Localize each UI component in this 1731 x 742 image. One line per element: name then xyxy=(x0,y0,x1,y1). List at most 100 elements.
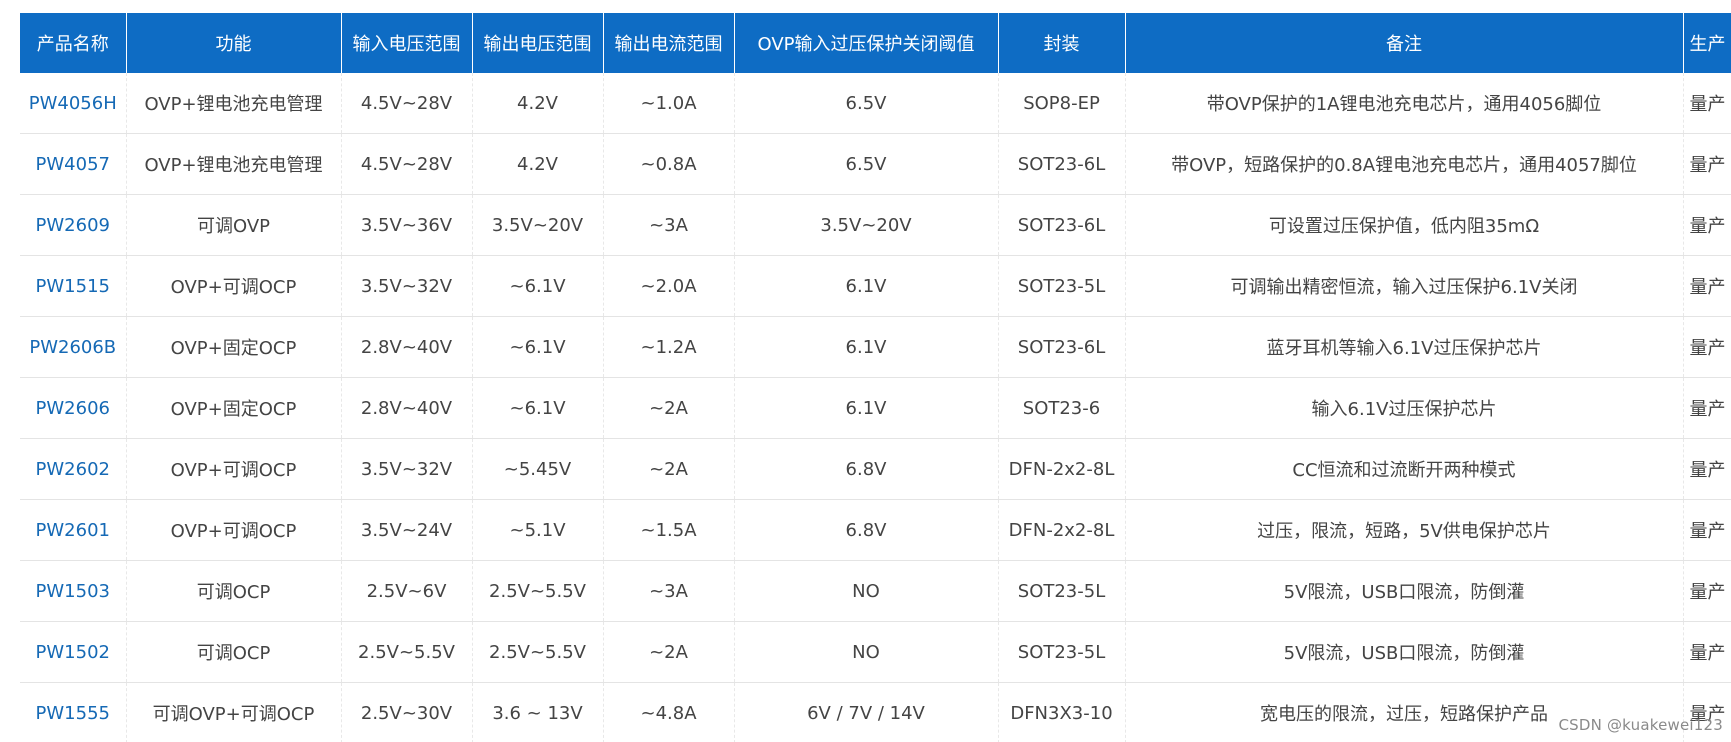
input-voltage-cell: 2.8V~40V xyxy=(340,377,472,439)
production-status-cell: 量产 xyxy=(1682,438,1731,500)
header-output-current: 输出电流范围 xyxy=(602,13,734,73)
function-cell: 可调OVP xyxy=(125,194,341,256)
package-cell: SOT23-6L xyxy=(997,194,1125,256)
remarks-cell: 带OVP，短路保护的0.8A锂电池充电芯片，通用4057脚位 xyxy=(1124,133,1683,195)
package-cell: DFN-2x2-8L xyxy=(997,499,1125,561)
output-voltage-cell: 4.2V xyxy=(471,73,603,134)
table-row: PW2601 OVP+可调OCP 3.5V~24V ~5.1V ~1.5A 6.8V DFN… xyxy=(20,499,1731,561)
function-cell: 可调OCP xyxy=(125,560,341,622)
product-name-link[interactable]: PW1503 xyxy=(35,580,110,602)
table-row: PW4057 OVP+锂电池充电管理 4.5V~28V 4.2V ~0.8A 6.5V SO… xyxy=(20,133,1731,195)
input-voltage-cell: 3.5V~36V xyxy=(340,194,472,256)
output-current-cell: ~2A xyxy=(602,377,734,439)
function-cell: OVP+固定OCP xyxy=(125,316,341,378)
table-row: PW2606B OVP+固定OCP 2.8V~40V ~6.1V ~1.2A 6.1V SO… xyxy=(20,316,1731,378)
output-current-cell: ~2A xyxy=(602,621,734,683)
product-name-link[interactable]: PW1515 xyxy=(35,275,110,297)
function-cell: OVP+可调OCP xyxy=(125,438,341,500)
header-package: 封装 xyxy=(997,13,1125,73)
product-name-cell: PW2606B xyxy=(20,316,126,378)
function-cell: OVP+锂电池充电管理 xyxy=(125,133,341,195)
product-name-cell: PW1503 xyxy=(20,560,126,622)
production-status-cell: 量产 xyxy=(1682,255,1731,317)
input-voltage-cell: 4.5V~28V xyxy=(340,73,472,134)
header-function: 功能 xyxy=(125,13,341,73)
ovp-threshold-cell: 6.1V xyxy=(733,377,998,439)
product-name-link[interactable]: PW4057 xyxy=(35,153,110,175)
product-name-cell: PW2602 xyxy=(20,438,126,500)
product-name-link[interactable]: PW2606 xyxy=(35,397,110,419)
package-cell: SOT23-5L xyxy=(997,560,1125,622)
output-current-cell: ~2A xyxy=(602,438,734,500)
ovp-threshold-cell: NO xyxy=(733,560,998,622)
ovp-threshold-cell: 3.5V~20V xyxy=(733,194,998,256)
input-voltage-cell: 4.5V~28V xyxy=(340,133,472,195)
product-name-link[interactable]: PW2606B xyxy=(29,336,117,358)
remarks-cell: 可调输出精密恒流，输入过压保护6.1V关闭 xyxy=(1124,255,1683,317)
remarks-cell: 宽电压的限流，过压，短路保护产品 xyxy=(1124,682,1683,742)
production-status-cell: 量产 xyxy=(1682,682,1731,742)
product-spec-table: 产品名称 功能 输入电压范围 输出电压范围 输出电流范围 OVP输入过压保护关闭阈值 封装备… xyxy=(20,13,1731,742)
header-input-voltage: 输入电压范围 xyxy=(340,13,472,73)
header-output-voltage: 输出电压范围 xyxy=(471,13,603,73)
function-cell: 可调OVP+可调OCP xyxy=(125,682,341,742)
remarks-cell: 可设置过压保护值，低内阻35mΩ xyxy=(1124,194,1683,256)
product-name-cell: PW1555 xyxy=(20,682,126,742)
output-current-cell: ~3A xyxy=(602,194,734,256)
production-status-cell: 量产 xyxy=(1682,194,1731,256)
ovp-threshold-cell: 6.5V xyxy=(733,133,998,195)
package-cell: SOT23-5L xyxy=(997,255,1125,317)
output-voltage-cell: ~6.1V xyxy=(471,255,603,317)
table-row: PW1515 OVP+可调OCP 3.5V~32V ~6.1V ~2.0A 6.1V SOT… xyxy=(20,255,1731,317)
product-name-link[interactable]: PW2601 xyxy=(35,519,110,541)
remarks-cell: 5V限流，USB口限流，防倒灌 xyxy=(1124,621,1683,683)
package-cell: SOT23-6 xyxy=(997,377,1125,439)
product-name-cell: PW4056H xyxy=(20,73,126,134)
product-name-link[interactable]: PW4056H xyxy=(28,92,117,114)
package-cell: SOT23-5L xyxy=(997,621,1125,683)
production-status-cell: 量产 xyxy=(1682,133,1731,195)
input-voltage-cell: 3.5V~24V xyxy=(340,499,472,561)
output-current-cell: ~4.8A xyxy=(602,682,734,742)
input-voltage-cell: 2.8V~40V xyxy=(340,316,472,378)
production-status-cell: 量产 xyxy=(1682,499,1731,561)
ovp-threshold-cell: 6V / 7V / 14V xyxy=(733,682,998,742)
output-current-cell: ~2.0A xyxy=(602,255,734,317)
ovp-threshold-cell: 6.5V xyxy=(733,73,998,134)
output-voltage-cell: 3.6 ~ 13V xyxy=(471,682,603,742)
output-current-cell: ~0.8A xyxy=(602,133,734,195)
function-cell: OVP+可调OCP xyxy=(125,499,341,561)
ovp-threshold-cell: 6.8V xyxy=(733,499,998,561)
product-name-cell: PW4057 xyxy=(20,133,126,195)
product-name-link[interactable]: PW1555 xyxy=(35,702,110,724)
output-current-cell: ~1.2A xyxy=(602,316,734,378)
function-cell: OVP+锂电池充电管理 xyxy=(125,73,341,134)
product-name-link[interactable]: PW2609 xyxy=(35,214,110,236)
header-production: 生产 xyxy=(1682,13,1731,73)
header-row: 产品名称 功能 输入电压范围 输出电压范围 输出电流范围 OVP输入过压保护关闭阈值 封装备… xyxy=(20,13,1731,73)
header-remarks: 备注 xyxy=(1124,13,1683,73)
table-row: PW2606 OVP+固定OCP 2.8V~40V ~6.1V ~2A 6.1V SOT23… xyxy=(20,377,1731,439)
product-name-link[interactable]: PW1502 xyxy=(35,641,110,663)
production-status-cell: 量产 xyxy=(1682,316,1731,378)
product-name-cell: PW1502 xyxy=(20,621,126,683)
product-name-link[interactable]: PW2602 xyxy=(35,458,110,480)
remarks-cell: 5V限流，USB口限流，防倒灌 xyxy=(1124,560,1683,622)
table-row: PW2609 可调OVP 3.5V~36V 3.5V~20V ~3A 3.5V~20V SO… xyxy=(20,194,1731,256)
output-voltage-cell: ~5.45V xyxy=(471,438,603,500)
package-cell: SOT23-6L xyxy=(997,133,1125,195)
production-status-cell: 量产 xyxy=(1682,377,1731,439)
product-name-cell: PW1515 xyxy=(20,255,126,317)
remarks-cell: 过压，限流，短路，5V供电保护芯片 xyxy=(1124,499,1683,561)
output-voltage-cell: 4.2V xyxy=(471,133,603,195)
output-voltage-cell: ~5.1V xyxy=(471,499,603,561)
output-voltage-cell: ~6.1V xyxy=(471,377,603,439)
output-voltage-cell: 3.5V~20V xyxy=(471,194,603,256)
table-row: PW2602 OVP+可调OCP 3.5V~32V ~5.45V ~2A 6.8V DFN-… xyxy=(20,438,1731,500)
function-cell: 可调OCP xyxy=(125,621,341,683)
package-cell: DFN-2x2-8L xyxy=(997,438,1125,500)
header-ovp-threshold: OVP输入过压保护关闭阈值 xyxy=(733,13,998,73)
table-header: 产品名称 功能 输入电压范围 输出电压范围 输出电流范围 OVP输入过压保护关闭阈值 封装备… xyxy=(20,13,1731,73)
input-voltage-cell: 2.5V~6V xyxy=(340,560,472,622)
